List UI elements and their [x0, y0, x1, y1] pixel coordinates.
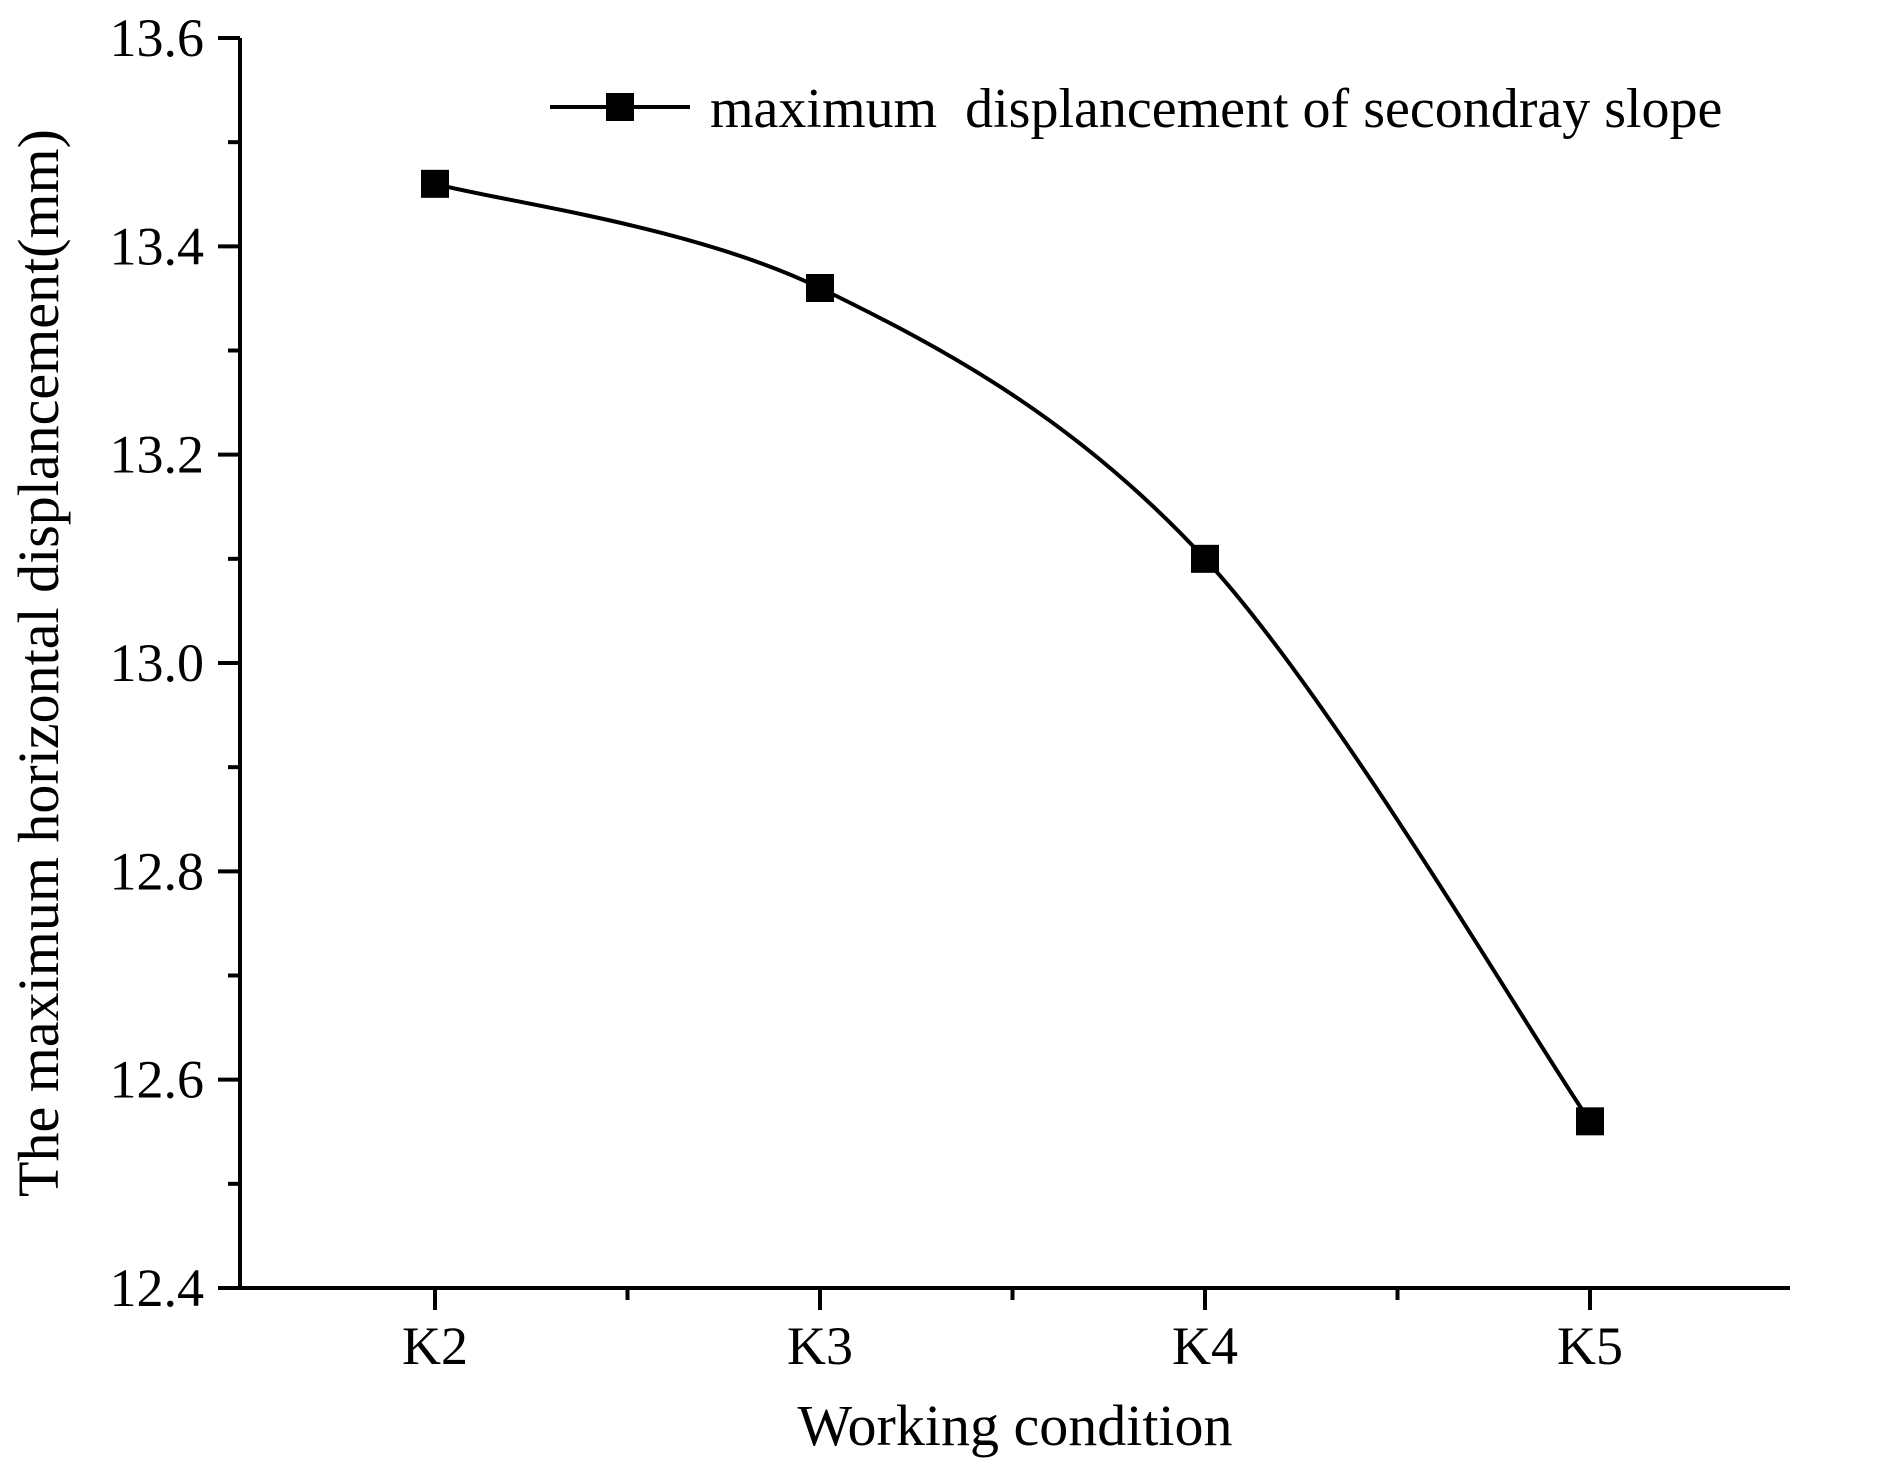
series-layer: [421, 169, 1604, 1136]
axes: [238, 38, 1790, 1290]
x-ticks: K2 K3 K4 K5: [402, 1288, 1623, 1376]
data-point-marker: [1191, 544, 1219, 573]
x-tick-label: K4: [1172, 1316, 1238, 1376]
data-point-marker: [806, 274, 834, 302]
series-line: [434, 181, 1592, 1123]
legend-label: maximum displancement of secondray slope: [710, 78, 1722, 140]
y-tick-label: 12.6: [110, 1050, 205, 1110]
y-tick-label: 13.4: [110, 216, 205, 276]
legend-marker: [606, 93, 634, 121]
x-tick-label: K3: [787, 1316, 853, 1376]
y-tick-label: 13.0: [110, 633, 205, 693]
y-axis-title: The maximum horizontal displancement(mm): [6, 129, 71, 1197]
y-ticks: 12.4 12.6 12.8 13.0 13.2 13.4 13.6: [110, 8, 240, 1318]
data-point-marker: [1576, 1107, 1604, 1136]
data-point-marker: [421, 169, 449, 198]
x-axis-title: Working condition: [797, 1393, 1232, 1458]
y-tick-label: 12.4: [110, 1258, 205, 1318]
x-tick-label: K2: [402, 1316, 468, 1376]
y-tick-label: 12.8: [110, 841, 205, 901]
x-tick-label: K5: [1557, 1316, 1623, 1376]
legend: maximum displancement of secondray slope: [550, 78, 1722, 140]
y-tick-label: 13.6: [110, 8, 205, 68]
y-tick-label: 13.2: [110, 425, 205, 485]
